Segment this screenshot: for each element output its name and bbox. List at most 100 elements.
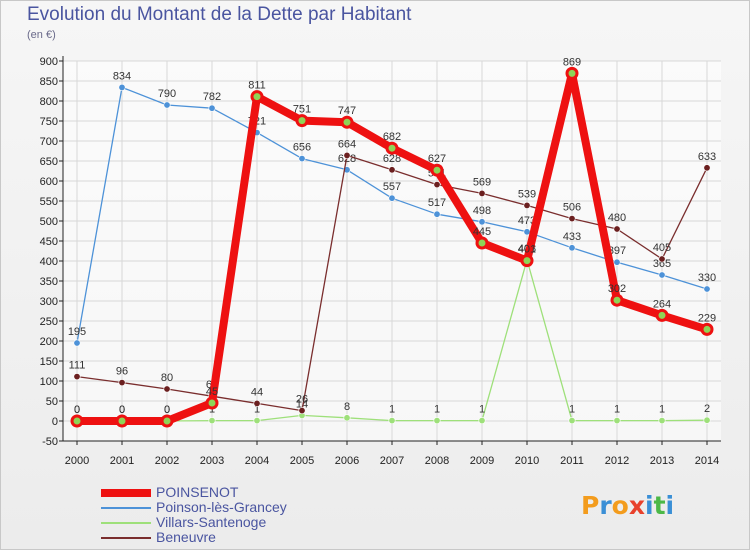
y-tick-label: 750 xyxy=(40,116,58,128)
y-tick-label: 50 xyxy=(46,396,58,408)
data-label-poinsenot: 229 xyxy=(698,312,716,324)
data-label-poinson-les-grancey: 433 xyxy=(563,231,581,243)
data-point-beneuvre xyxy=(298,407,306,415)
legend-swatch-poinsenot xyxy=(101,489,151,497)
data-label-poinson-les-grancey: 365 xyxy=(653,258,671,270)
y-tick-label: 300 xyxy=(40,296,58,308)
data-label-poinsenot: 869 xyxy=(563,56,581,68)
data-label-beneuvre: 569 xyxy=(473,176,491,188)
data-label-villars-santenoge: 0 xyxy=(164,404,170,416)
data-point-villars-santenoge xyxy=(478,417,486,425)
data-label-poinsenot: 682 xyxy=(383,131,401,143)
data-label-beneuvre: 111 xyxy=(69,360,86,372)
legend-label-villars-santenoge: Villars-Santenoge xyxy=(156,514,267,530)
data-label-beneuvre: 96 xyxy=(116,366,128,378)
data-point-poinson-les-grancey xyxy=(388,194,396,202)
y-tick-label: 150 xyxy=(40,356,58,368)
data-point-poinson-les-grancey xyxy=(118,83,126,91)
data-label-poinsenot: 0 xyxy=(164,404,170,416)
legend-label-beneuvre: Beneuvre xyxy=(156,529,216,545)
data-point-poinson-les-grancey xyxy=(163,101,171,109)
data-label-beneuvre: 26 xyxy=(296,394,308,406)
x-tick-label: 2001 xyxy=(110,455,134,467)
legend-label-poinson-les-grancey: Poinson-lès-Grancey xyxy=(156,499,287,515)
data-label-villars-santenoge: 1 xyxy=(254,404,260,416)
data-point-beneuvre xyxy=(253,399,261,407)
x-tick-label: 2010 xyxy=(515,455,539,467)
legend-label-poinsenot: POINSENOT xyxy=(156,484,239,500)
x-tick-label: 2014 xyxy=(695,455,719,467)
data-point-center-poinsenot xyxy=(118,417,126,425)
data-label-villars-santenoge: 1 xyxy=(434,404,440,416)
data-label-poinsenot: 0 xyxy=(119,404,125,416)
y-tick-label: 100 xyxy=(40,376,58,388)
data-point-beneuvre xyxy=(613,225,621,233)
data-point-center-poinsenot xyxy=(253,93,261,101)
data-point-beneuvre xyxy=(118,379,126,387)
data-point-poinson-les-grancey xyxy=(613,258,621,266)
logo-letter: i xyxy=(665,491,675,520)
data-label-beneuvre: 628 xyxy=(383,153,401,165)
data-point-beneuvre xyxy=(658,255,666,263)
x-tick-label: 2002 xyxy=(155,455,179,467)
data-point-beneuvre xyxy=(388,166,396,174)
data-label-poinson-les-grancey: 498 xyxy=(473,205,491,217)
y-tick-label: 550 xyxy=(40,196,58,208)
data-point-villars-santenoge xyxy=(613,417,621,425)
data-point-poinson-les-grancey xyxy=(523,228,531,236)
data-point-center-poinsenot xyxy=(703,325,711,333)
y-tick-label: 850 xyxy=(40,76,58,88)
data-point-center-poinsenot xyxy=(478,239,486,247)
data-label-poinsenot: 264 xyxy=(653,298,671,310)
data-point-villars-santenoge xyxy=(568,417,576,425)
data-label-poinsenot: 302 xyxy=(608,283,626,295)
data-point-center-poinsenot xyxy=(613,296,621,304)
data-point-center-poinsenot xyxy=(433,166,441,174)
y-tick-label: 700 xyxy=(40,136,58,148)
data-point-center-poinsenot xyxy=(163,417,171,425)
y-tick-label: 250 xyxy=(40,316,58,328)
data-point-center-poinsenot xyxy=(298,117,306,125)
logo-letter: i xyxy=(645,491,654,520)
data-label-poinsenot: 811 xyxy=(248,80,266,92)
data-point-poinson-les-grancey xyxy=(568,244,576,252)
logo-letter: o xyxy=(611,491,629,520)
logo-letter: x xyxy=(628,491,645,520)
data-label-poinson-les-grancey: 330 xyxy=(698,272,716,284)
data-label-beneuvre: 44 xyxy=(251,386,263,398)
data-label-poinson-les-grancey: 195 xyxy=(68,326,86,338)
data-label-beneuvre: 664 xyxy=(338,138,356,150)
data-label-beneuvre: 539 xyxy=(518,188,536,200)
y-tick-label: 350 xyxy=(40,276,58,288)
data-label-poinson-les-grancey: 790 xyxy=(158,88,176,100)
x-tick-label: 2000 xyxy=(65,455,89,467)
y-tick-label: 400 xyxy=(40,256,58,268)
data-point-beneuvre xyxy=(343,151,351,159)
x-tick-label: 2005 xyxy=(290,455,314,467)
data-point-beneuvre xyxy=(523,201,531,209)
data-point-poinson-les-grancey xyxy=(208,104,216,112)
data-point-center-poinsenot xyxy=(208,399,216,407)
logo-letter: t xyxy=(653,491,666,520)
x-tick-label: 2013 xyxy=(650,455,674,467)
data-point-beneuvre xyxy=(163,385,171,393)
x-tick-label: 2008 xyxy=(425,455,449,467)
data-point-beneuvre xyxy=(568,215,576,223)
data-label-beneuvre: 506 xyxy=(563,202,581,214)
data-point-villars-santenoge xyxy=(703,416,711,424)
data-label-villars-santenoge: 2 xyxy=(704,403,710,415)
data-label-villars-santenoge: 1 xyxy=(479,404,485,416)
data-label-beneuvre: 633 xyxy=(698,151,716,163)
data-point-villars-santenoge xyxy=(208,417,216,425)
data-point-center-poinsenot xyxy=(388,144,396,152)
legend-swatch-villars-santenoge xyxy=(101,522,151,524)
data-point-villars-santenoge xyxy=(388,417,396,425)
x-tick-label: 2007 xyxy=(380,455,404,467)
x-tick-label: 2003 xyxy=(200,455,224,467)
chart-subtitle: (en €) xyxy=(27,29,56,41)
data-label-villars-santenoge: 0 xyxy=(74,404,80,416)
data-point-center-poinsenot xyxy=(658,311,666,319)
data-point-beneuvre xyxy=(478,189,486,197)
data-label-poinson-les-grancey: 397 xyxy=(608,245,626,257)
